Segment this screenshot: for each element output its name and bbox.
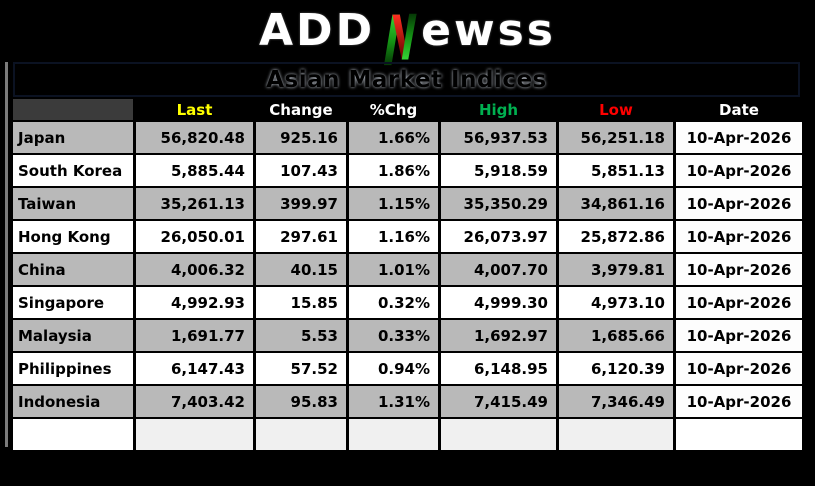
- last-cell: 4,992.93: [136, 287, 253, 318]
- last-cell: 6,147.43: [136, 353, 253, 384]
- last-cell: 56,820.48: [136, 122, 253, 153]
- table-row: Malaysia 1,691.77 5.53 0.33% 1,692.97 1,…: [13, 320, 802, 351]
- high-cell: 6,148.95: [441, 353, 556, 384]
- title-bar: Asian Market Indices: [13, 62, 800, 97]
- date-cell: 10-Apr-2026: [676, 287, 802, 318]
- asian-market-indices-table: Last Change %Chg High Low Date Japan 56,…: [10, 97, 805, 452]
- low-cell: 25,872.86: [559, 221, 673, 252]
- corner-header-cell: [13, 99, 133, 120]
- country-cell: Malaysia: [13, 320, 133, 351]
- change-cell: 57.52: [256, 353, 346, 384]
- change-cell: 925.16: [256, 122, 346, 153]
- logo-n-icon: [384, 13, 417, 66]
- table-row: South Korea 5,885.44 107.43 1.86% 5,918.…: [13, 155, 802, 186]
- empty-cell: [256, 419, 346, 450]
- high-cell: 1,692.97: [441, 320, 556, 351]
- country-cell: Indonesia: [13, 386, 133, 417]
- high-cell: 35,350.29: [441, 188, 556, 219]
- pctchg-cell: 1.16%: [349, 221, 438, 252]
- pctchg-cell: 1.86%: [349, 155, 438, 186]
- table-row: Singapore 4,992.93 15.85 0.32% 4,999.30 …: [13, 287, 802, 318]
- low-cell: 7,346.49: [559, 386, 673, 417]
- date-cell: 10-Apr-2026: [676, 254, 802, 285]
- pctchg-cell: 1.01%: [349, 254, 438, 285]
- high-cell: 7,415.49: [441, 386, 556, 417]
- low-cell: 3,979.81: [559, 254, 673, 285]
- date-cell: 10-Apr-2026: [676, 320, 802, 351]
- country-cell: Hong Kong: [13, 221, 133, 252]
- pctchg-cell: 1.15%: [349, 188, 438, 219]
- empty-date-cell: [676, 419, 802, 450]
- high-cell: 26,073.97: [441, 221, 556, 252]
- last-cell: 7,403.42: [136, 386, 253, 417]
- country-cell: Taiwan: [13, 188, 133, 219]
- empty-cell: [349, 419, 438, 450]
- change-cell: 297.61: [256, 221, 346, 252]
- table-row: Philippines 6,147.43 57.52 0.94% 6,148.9…: [13, 353, 802, 384]
- change-cell: 107.43: [256, 155, 346, 186]
- table-row: China 4,006.32 40.15 1.01% 4,007.70 3,97…: [13, 254, 802, 285]
- table-header-row: Last Change %Chg High Low Date: [13, 99, 802, 120]
- page-title: Asian Market Indices: [266, 66, 547, 93]
- table-row: Hong Kong 26,050.01 297.61 1.16% 26,073.…: [13, 221, 802, 252]
- pctchg-cell: 0.94%: [349, 353, 438, 384]
- empty-cell: [441, 419, 556, 450]
- pctchg-cell: 0.32%: [349, 287, 438, 318]
- col-header-high: High: [441, 99, 556, 120]
- last-cell: 4,006.32: [136, 254, 253, 285]
- col-header-last: Last: [136, 99, 253, 120]
- last-cell: 26,050.01: [136, 221, 253, 252]
- date-cell: 10-Apr-2026: [676, 221, 802, 252]
- high-cell: 4,999.30: [441, 287, 556, 318]
- col-header-change: Change: [256, 99, 346, 120]
- date-cell: 10-Apr-2026: [676, 155, 802, 186]
- high-cell: 5,918.59: [441, 155, 556, 186]
- high-cell: 56,937.53: [441, 122, 556, 153]
- left-edge-accent: [5, 62, 8, 447]
- col-header-date: Date: [676, 99, 802, 120]
- last-cell: 1,691.77: [136, 320, 253, 351]
- low-cell: 4,973.10: [559, 287, 673, 318]
- pctchg-cell: 1.31%: [349, 386, 438, 417]
- low-cell: 1,685.66: [559, 320, 673, 351]
- change-cell: 15.85: [256, 287, 346, 318]
- table-row: Taiwan 35,261.13 399.97 1.15% 35,350.29 …: [13, 188, 802, 219]
- low-cell: 34,861.16: [559, 188, 673, 219]
- change-cell: 399.97: [256, 188, 346, 219]
- logo-text-ewss: ewss: [421, 5, 556, 56]
- date-cell: 10-Apr-2026: [676, 386, 802, 417]
- date-cell: 10-Apr-2026: [676, 188, 802, 219]
- low-cell: 56,251.18: [559, 122, 673, 153]
- empty-cell: [136, 419, 253, 450]
- low-cell: 5,851.13: [559, 155, 673, 186]
- date-cell: 10-Apr-2026: [676, 353, 802, 384]
- last-cell: 35,261.13: [136, 188, 253, 219]
- last-cell: 5,885.44: [136, 155, 253, 186]
- empty-country-cell: [13, 419, 133, 450]
- col-header-low: Low: [559, 99, 673, 120]
- change-cell: 5.53: [256, 320, 346, 351]
- col-header-pctchg: %Chg: [349, 99, 438, 120]
- country-cell: China: [13, 254, 133, 285]
- pctchg-cell: 1.66%: [349, 122, 438, 153]
- table-row: Japan 56,820.48 925.16 1.66% 56,937.53 5…: [13, 122, 802, 153]
- addnewss-logo: ADD ewss: [0, 0, 815, 66]
- date-cell: 10-Apr-2026: [676, 122, 802, 153]
- table-row: Indonesia 7,403.42 95.83 1.31% 7,415.49 …: [13, 386, 802, 417]
- country-cell: Singapore: [13, 287, 133, 318]
- empty-cell: [559, 419, 673, 450]
- country-cell: South Korea: [13, 155, 133, 186]
- country-cell: Japan: [13, 122, 133, 153]
- change-cell: 40.15: [256, 254, 346, 285]
- pctchg-cell: 0.33%: [349, 320, 438, 351]
- low-cell: 6,120.39: [559, 353, 673, 384]
- country-cell: Philippines: [13, 353, 133, 384]
- empty-row: [13, 419, 802, 450]
- logo-text-add: ADD: [259, 5, 376, 56]
- change-cell: 95.83: [256, 386, 346, 417]
- high-cell: 4,007.70: [441, 254, 556, 285]
